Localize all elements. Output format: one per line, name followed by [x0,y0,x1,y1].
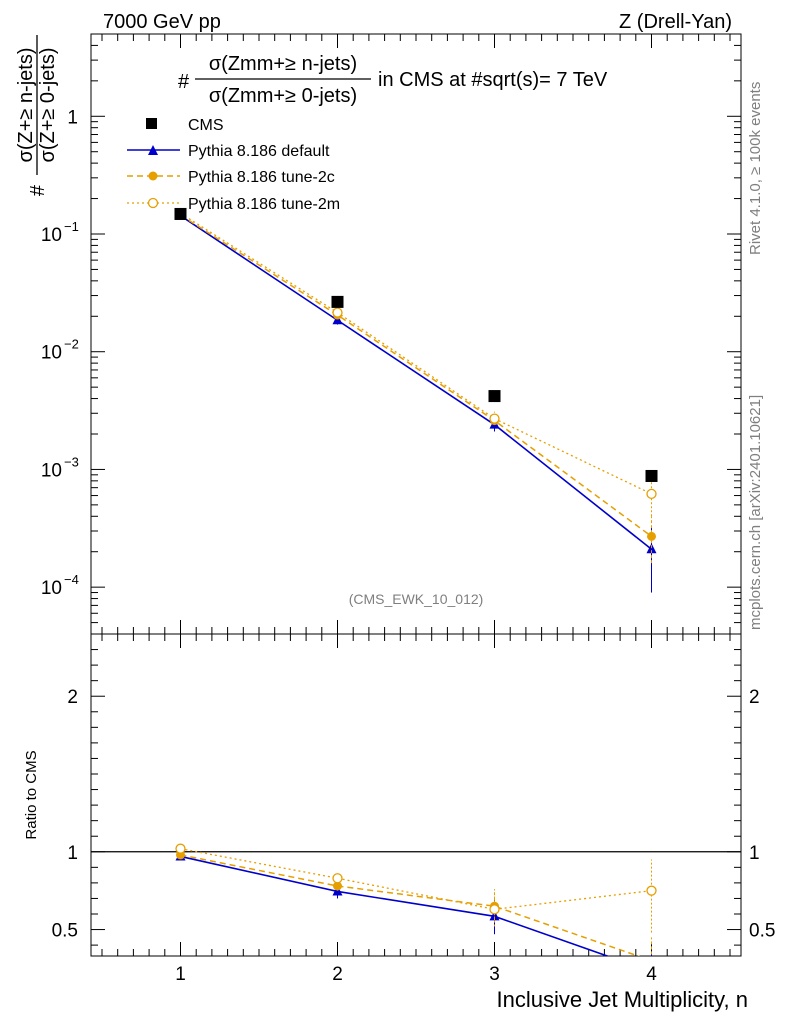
y-tick-label: 10 [41,460,62,481]
mcplots-label: mcplots.cern.ch [arXiv:2401.10621] [747,395,764,630]
point-tune2m [646,488,657,500]
y-tick-exponent: −3 [64,454,79,469]
x-tick-label: 3 [489,964,500,985]
y-tick-label: 10 [41,343,62,364]
point-tune2m [332,307,343,318]
ylabel-denominator: σ(Z+≥ 0-jets) [37,48,59,163]
svg-text:mcplots.cern.ch [arXiv:2401.10: mcplots.cern.ch [arXiv:2401.10621] [747,395,764,630]
x-tick-label: 2 [332,964,343,985]
ratio-point-tune2m [646,885,657,896]
x-tick-label: 1 [175,964,186,985]
title-prefix: # [178,71,190,93]
main-y-tick-labels: 110−110−210−310−4 [41,107,79,599]
title-denominator: σ(Zmm+≥ 0-jets) [209,85,357,107]
y-tick-exponent: −2 [64,337,79,352]
point-data [488,390,501,403]
ylabel-prefix: # [27,184,49,196]
ratio-y-tick-labels: 0.5 0.5 1 1 2 2 [52,687,776,941]
ratio-y-tick-label: 2 [67,687,78,708]
header-left: 7000 GeV pp [103,11,221,33]
ratio-plot-frame [90,633,742,957]
series-line-tune2c [180,214,652,537]
x-axis-label: Inclusive Jet Multiplicity, n [497,987,748,1012]
legend-cms-marker [146,118,157,129]
ratio-y-tick-label-right: 0.5 [749,921,775,942]
ratio-point-default [489,910,500,921]
series-line-tune2m [180,212,652,495]
plot-title: # σ(Zmm+≥ n-jets) σ(Zmm+≥ 0-jets) in CMS… [178,53,608,107]
ratio-y-axis-label: Ratio to CMS [23,750,40,839]
ratio-y-tick-label-right: 2 [749,687,760,708]
title-numerator: σ(Zmm+≥ n-jets) [209,53,357,75]
x-ticks [101,34,731,956]
svg-text:Ratio to CMS: Ratio to CMS [23,750,40,839]
title-suffix: in CMS at #sqrt(s)= 7 TeV [378,69,608,91]
ratio-line-tune2m [180,848,652,910]
ratio-line-default [180,855,610,956]
legend-default-marker [148,145,158,155]
legend-default-label: Pythia 8.186 default [188,143,330,160]
series-line-default [180,215,653,550]
point-tune2c [647,531,657,541]
y-axis-label: σ(Z+≥ n-jets) σ(Z+≥ 0-jets) # [15,35,59,196]
point-tune2m [489,413,500,424]
y-tick-exponent: −1 [64,219,79,234]
x-tick-labels: 1 2 3 4 [175,964,657,985]
y-tick-label: 1 [67,107,78,128]
point-default [646,543,657,554]
point-data [174,207,187,220]
legend-tune2m-marker [147,197,159,209]
ylabel-numerator: σ(Z+≥ n-jets) [15,48,37,163]
main-series-group [174,207,658,593]
legend-tune2m-label: Pythia 8.186 tune-2m [188,196,340,213]
svg-text:Rivet 4.1.0, ≥ 100k events: Rivet 4.1.0, ≥ 100k events [747,82,764,255]
header-right: Z (Drell-Yan) [619,11,732,33]
point-data [331,295,344,308]
legend: CMS Pythia 8.186 default Pythia 8.186 tu… [127,117,340,213]
point-data [645,469,658,482]
legend-cms-label: CMS [188,117,224,134]
y-tick-label: 10 [41,578,62,599]
x-tick-label: 4 [646,964,657,985]
ratio-y-tick-label: 1 [67,843,78,864]
ratio-series-group [91,843,741,956]
ratio-point-tune2m [332,873,343,884]
ratio-y-ticks [91,633,741,946]
ratio-point-tune2m [175,843,186,854]
legend-tune2c-label: Pythia 8.186 tune-2c [188,169,335,186]
analysis-label: (CMS_EWK_10_012) [349,591,484,607]
ratio-line-tune2c [180,854,641,956]
y-tick-label: 10 [41,225,62,246]
legend-tune2c-marker [148,171,158,181]
ratio-point-tune2m [489,904,500,915]
ratio-y-tick-label-right: 1 [749,843,760,864]
ratio-point-tune2c [332,881,342,891]
ratio-y-tick-label: 0.5 [52,921,78,942]
rivet-label: Rivet 4.1.0, ≥ 100k events [747,82,764,255]
y-tick-exponent: −4 [64,572,79,587]
